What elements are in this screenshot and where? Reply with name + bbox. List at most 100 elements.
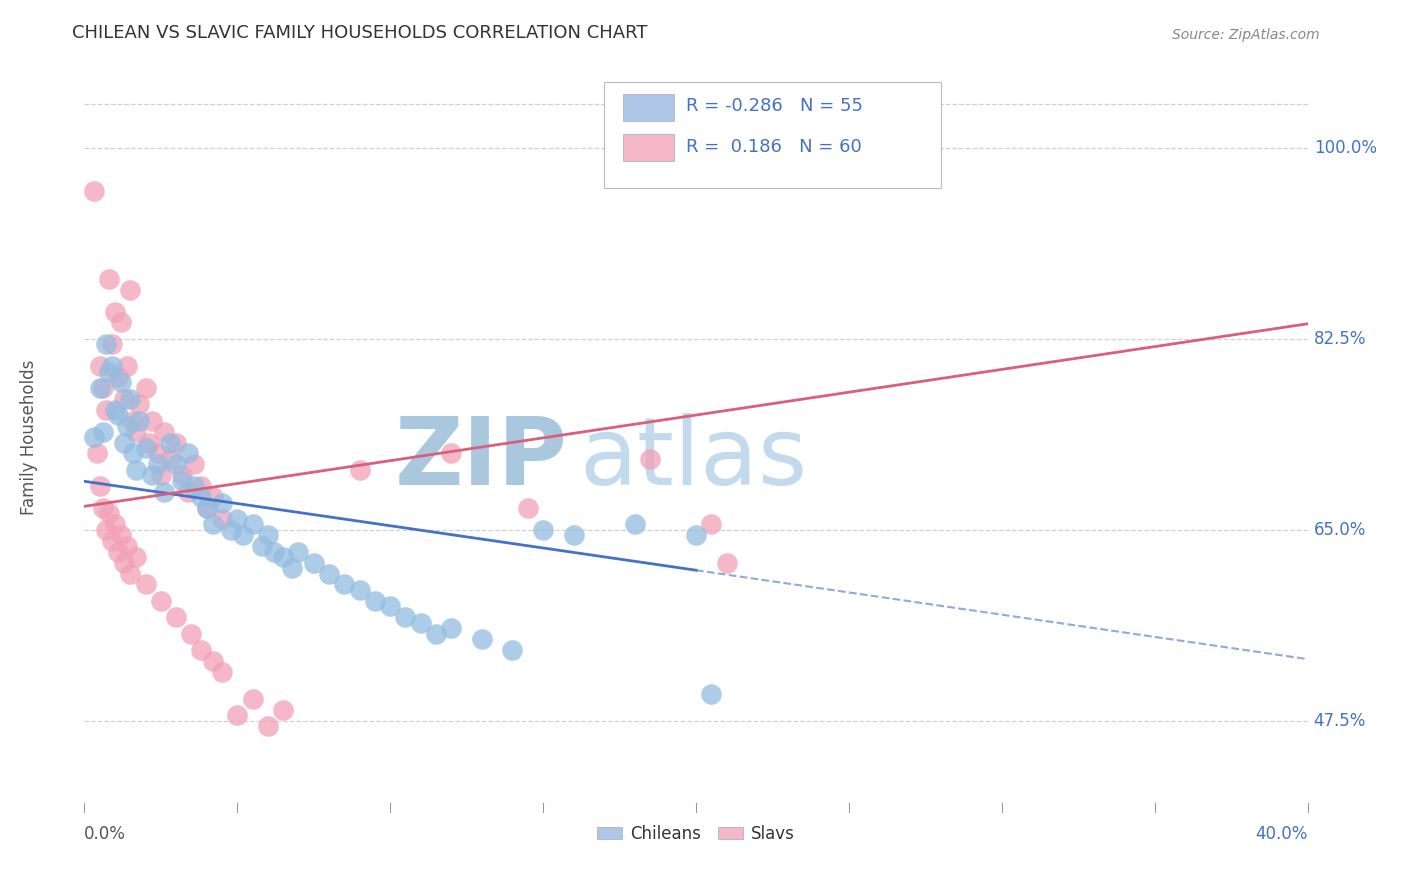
Point — [502, 643, 524, 657]
Point — [89, 381, 111, 395]
Text: Source: ZipAtlas.com: Source: ZipAtlas.com — [1173, 29, 1320, 42]
Point — [107, 545, 129, 559]
Point — [89, 359, 111, 373]
Point — [531, 523, 554, 537]
Point — [440, 446, 463, 460]
Text: 100.0%: 100.0% — [1313, 139, 1376, 157]
Text: R = -0.286   N = 55: R = -0.286 N = 55 — [686, 97, 863, 115]
Point — [91, 381, 114, 395]
Point — [122, 414, 145, 428]
Point — [190, 490, 212, 504]
Point — [177, 484, 200, 499]
Point — [104, 517, 127, 532]
Text: 82.5%: 82.5% — [1313, 330, 1367, 348]
Point — [195, 501, 218, 516]
Point — [141, 414, 163, 428]
Point — [201, 490, 224, 504]
Point — [394, 610, 416, 624]
Point — [471, 632, 494, 646]
Point — [128, 397, 150, 411]
Point — [190, 479, 212, 493]
Point — [226, 512, 249, 526]
Point — [425, 626, 447, 640]
Point — [638, 451, 661, 466]
Point — [112, 435, 135, 450]
Text: Family Households: Family Households — [20, 359, 38, 515]
Legend: Chileans, Slavs: Chileans, Slavs — [591, 818, 801, 849]
Point — [135, 441, 157, 455]
Point — [180, 626, 202, 640]
Point — [624, 517, 647, 532]
Point — [112, 392, 135, 406]
Point — [183, 479, 205, 493]
FancyBboxPatch shape — [605, 82, 941, 188]
Point — [120, 283, 142, 297]
Point — [101, 359, 124, 373]
Point — [153, 484, 176, 499]
Text: 0.0%: 0.0% — [84, 825, 127, 843]
Point — [201, 654, 224, 668]
Point — [562, 528, 585, 542]
Point — [271, 550, 294, 565]
Point — [146, 446, 169, 460]
Point — [110, 376, 132, 390]
Point — [153, 425, 176, 439]
Point — [141, 468, 163, 483]
Point — [83, 430, 105, 444]
Text: 47.5%: 47.5% — [1313, 712, 1367, 730]
Point — [104, 402, 127, 417]
Point — [149, 468, 172, 483]
Text: 40.0%: 40.0% — [1256, 825, 1308, 843]
Point — [349, 463, 371, 477]
Point — [172, 468, 194, 483]
Point — [201, 517, 224, 532]
Point — [94, 337, 117, 351]
Point — [115, 419, 138, 434]
Point — [685, 528, 707, 542]
Point — [172, 474, 194, 488]
Point — [94, 402, 117, 417]
Point — [333, 577, 356, 591]
Point — [159, 451, 181, 466]
Point — [232, 528, 254, 542]
Point — [97, 272, 120, 286]
Point — [112, 556, 135, 570]
Point — [165, 610, 187, 624]
Point — [716, 556, 738, 570]
Point — [409, 615, 432, 630]
Point — [135, 577, 157, 591]
Point — [125, 550, 148, 565]
Point — [128, 414, 150, 428]
Point — [110, 315, 132, 329]
Point — [165, 458, 187, 472]
Text: 65.0%: 65.0% — [1313, 521, 1367, 539]
Point — [271, 703, 294, 717]
Point — [219, 523, 242, 537]
Point — [107, 409, 129, 423]
Point — [101, 533, 124, 548]
Point — [440, 621, 463, 635]
Point — [159, 435, 181, 450]
Point — [149, 594, 172, 608]
Point — [364, 594, 387, 608]
Point — [302, 556, 325, 570]
Point — [125, 425, 148, 439]
Text: ZIP: ZIP — [395, 413, 568, 505]
Point — [115, 539, 138, 553]
Point — [257, 528, 280, 542]
Point — [83, 185, 105, 199]
Point — [146, 458, 169, 472]
Point — [195, 501, 218, 516]
Point — [104, 304, 127, 318]
Point — [97, 507, 120, 521]
Point — [110, 528, 132, 542]
Text: atlas: atlas — [579, 413, 808, 505]
Point — [287, 545, 309, 559]
Point — [120, 392, 142, 406]
Text: R =  0.186   N = 60: R = 0.186 N = 60 — [686, 137, 862, 156]
Point — [349, 582, 371, 597]
Point — [242, 517, 264, 532]
Point — [700, 687, 723, 701]
Point — [318, 566, 340, 581]
Point — [281, 561, 304, 575]
